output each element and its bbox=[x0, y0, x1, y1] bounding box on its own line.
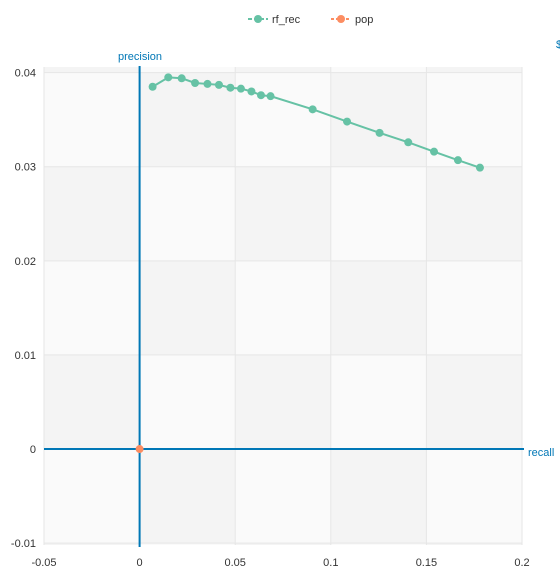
plot-band bbox=[140, 449, 236, 543]
data-point-rf_rec bbox=[178, 74, 186, 82]
legend-label: rf_rec bbox=[272, 14, 301, 26]
y-tick-label: 0.03 bbox=[15, 162, 36, 174]
plot-band bbox=[44, 67, 140, 73]
legend: rf_rec pop bbox=[248, 14, 373, 26]
data-point-rf_rec bbox=[267, 92, 275, 100]
plot-band bbox=[426, 73, 522, 167]
y-tick-label: 0.04 bbox=[15, 68, 36, 80]
legend-swatch-dot bbox=[254, 15, 262, 23]
data-point-rf_rec bbox=[226, 84, 234, 92]
plot-band bbox=[426, 261, 522, 355]
legend-swatch-dot bbox=[337, 15, 345, 23]
plot-bands bbox=[44, 67, 522, 545]
data-point-rf_rec bbox=[430, 148, 438, 156]
plot-band bbox=[235, 67, 331, 73]
plot-band bbox=[426, 355, 522, 449]
plot-band bbox=[235, 261, 331, 355]
x-axis-title: recall bbox=[528, 447, 554, 459]
data-point-rf_rec bbox=[309, 105, 317, 113]
x-tick-label: 0.2 bbox=[514, 557, 529, 569]
y-tick-labels: -0.01 0 0.01 0.02 0.03 0.04 bbox=[11, 68, 36, 550]
data-point-rf_rec bbox=[257, 91, 265, 99]
data-point-rf_rec bbox=[454, 156, 462, 164]
y-axis-title: precision bbox=[118, 51, 162, 63]
plot-band bbox=[235, 73, 331, 167]
legend-label: pop bbox=[355, 14, 373, 26]
plot-band bbox=[44, 449, 140, 543]
legend-item-pop: pop bbox=[331, 14, 373, 26]
plot-band bbox=[331, 167, 427, 261]
legend-item-rf_rec: rf_rec bbox=[248, 14, 301, 26]
data-point-rf_rec bbox=[247, 87, 255, 95]
plot-band bbox=[331, 449, 427, 543]
data-point-rf_rec bbox=[404, 138, 412, 146]
plot-band bbox=[235, 355, 331, 449]
x-tick-label: 0.1 bbox=[323, 557, 338, 569]
plot-band bbox=[140, 261, 236, 355]
plot-band bbox=[44, 261, 140, 355]
data-point-rf_rec bbox=[164, 73, 172, 81]
y-tick-label: 0 bbox=[30, 444, 36, 456]
plot-band bbox=[140, 355, 236, 449]
data-point-rf_rec bbox=[237, 85, 245, 93]
y-tick-label: -0.01 bbox=[11, 538, 36, 550]
x-tick-label: 0.15 bbox=[416, 557, 437, 569]
y-tick-label: 0.02 bbox=[15, 256, 36, 268]
plot-band bbox=[331, 261, 427, 355]
plot-band bbox=[426, 67, 522, 73]
plot-band bbox=[426, 167, 522, 261]
edge-glyph: $ bbox=[556, 39, 560, 51]
x-tick-label: 0 bbox=[137, 557, 143, 569]
series-pop bbox=[136, 445, 144, 453]
plot-band bbox=[426, 449, 522, 543]
data-point-rf_rec bbox=[191, 79, 199, 87]
data-point-rf_rec bbox=[215, 81, 223, 89]
x-tick-label: -0.05 bbox=[31, 557, 56, 569]
plot-band bbox=[331, 355, 427, 449]
plot-band bbox=[331, 67, 427, 73]
data-point-rf_rec bbox=[343, 118, 351, 126]
plot-band bbox=[44, 73, 140, 167]
plot-band bbox=[140, 167, 236, 261]
x-tick-labels: -0.05 0 0.05 0.1 0.15 0.2 bbox=[31, 557, 529, 569]
data-point-pop bbox=[136, 445, 144, 453]
data-point-rf_rec bbox=[149, 83, 157, 91]
plot-band bbox=[44, 167, 140, 261]
plot-band bbox=[140, 67, 236, 73]
x-tick-label: 0.05 bbox=[224, 557, 245, 569]
plot-band bbox=[235, 167, 331, 261]
plot-band bbox=[44, 355, 140, 449]
data-point-rf_rec bbox=[376, 129, 384, 137]
data-point-rf_rec bbox=[203, 80, 211, 88]
plot-band bbox=[235, 449, 331, 543]
y-tick-label: 0.01 bbox=[15, 350, 36, 362]
data-point-rf_rec bbox=[476, 164, 484, 172]
